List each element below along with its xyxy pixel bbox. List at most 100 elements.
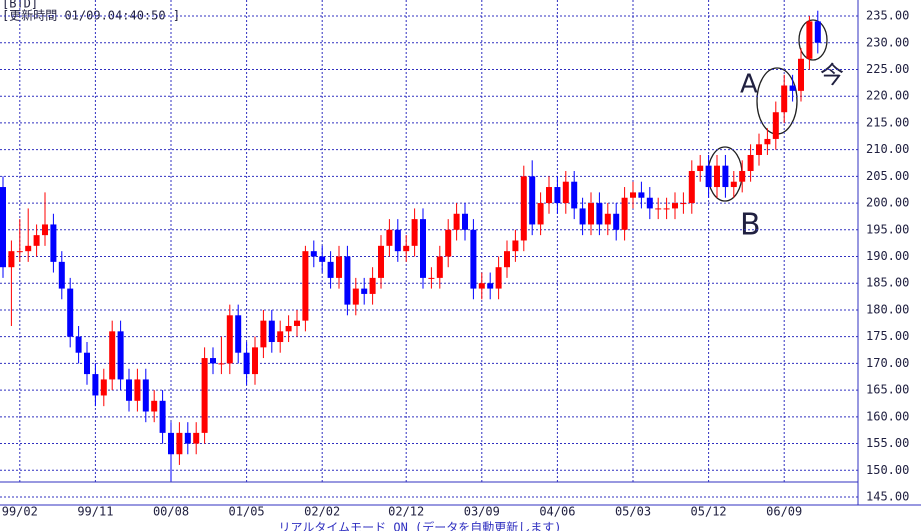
y-tick-label: 180.00 xyxy=(866,302,909,316)
candle-body xyxy=(714,165,720,188)
x-tick-label: 04/06 xyxy=(539,505,575,519)
candle-body xyxy=(781,85,788,113)
y-tick-label: 200.00 xyxy=(866,196,909,210)
candle-body xyxy=(75,336,82,353)
candle-body xyxy=(487,283,494,289)
y-tick-label: 220.00 xyxy=(866,89,909,103)
candle-body xyxy=(562,181,569,204)
y-tick-label: 150.00 xyxy=(866,463,909,477)
candle-body xyxy=(33,235,40,246)
candle-body xyxy=(798,58,804,91)
candle-body xyxy=(294,320,300,326)
x-tick-label: 05/03 xyxy=(615,505,651,519)
y-tick-label: 225.00 xyxy=(866,62,909,76)
candle-body xyxy=(411,219,418,246)
candle-body xyxy=(142,379,149,412)
y-tick-label: 175.00 xyxy=(866,329,909,343)
candle-body xyxy=(453,213,460,230)
candle-body xyxy=(176,432,183,455)
y-tick-label: 230.00 xyxy=(866,35,909,49)
candle-body xyxy=(697,165,704,172)
candle-body xyxy=(92,374,99,396)
candle-body xyxy=(168,432,174,455)
candle-body xyxy=(554,187,561,204)
candle-body xyxy=(512,240,519,252)
candle-body xyxy=(100,379,107,396)
candle-body xyxy=(420,219,426,278)
candle-body xyxy=(613,213,620,230)
x-tick-label: 02/02 xyxy=(304,505,340,519)
candle-body xyxy=(252,347,258,375)
y-tick-label: 210.00 xyxy=(866,142,909,156)
candle-body xyxy=(16,251,23,253)
candle-body xyxy=(8,251,15,268)
candle-body xyxy=(369,277,376,294)
y-tick-label: 165.00 xyxy=(866,383,909,397)
candle-body xyxy=(546,187,552,204)
candle-body xyxy=(588,203,594,225)
candle-body xyxy=(655,208,662,210)
candle-body xyxy=(84,352,90,375)
candle-body xyxy=(428,277,435,279)
candle-body xyxy=(117,331,124,380)
annotation: A xyxy=(740,70,758,100)
candle-body xyxy=(260,320,267,348)
y-tick-label: 155.00 xyxy=(866,436,909,450)
candle-body xyxy=(814,21,821,43)
candle-body xyxy=(151,400,158,412)
y-tick-label: 195.00 xyxy=(866,222,909,236)
y-tick-label: 160.00 xyxy=(866,409,909,423)
candle-body xyxy=(688,171,695,204)
candle-body xyxy=(756,144,762,155)
candle-body xyxy=(50,224,57,262)
y-tick-label: 190.00 xyxy=(866,249,909,263)
x-tick-label: 05/12 xyxy=(691,505,727,519)
candle-body xyxy=(722,165,729,188)
x-tick-label: 99/11 xyxy=(77,505,113,519)
candle-body xyxy=(243,352,250,375)
candle-body xyxy=(630,192,636,198)
y-tick-label: 235.00 xyxy=(866,9,909,23)
candle-body xyxy=(764,138,771,145)
footer: リアルタイムモード ON (データを自動更新します) xyxy=(279,520,562,531)
candle-body xyxy=(462,213,468,230)
candle-body xyxy=(226,315,233,364)
candle-body xyxy=(336,256,342,278)
candle-body xyxy=(672,203,678,209)
candle-body xyxy=(520,176,527,241)
x-tick-label: 01/05 xyxy=(229,505,265,519)
candle-body xyxy=(268,320,275,343)
x-tick-label: 99/02 xyxy=(2,505,38,519)
candle-body xyxy=(352,288,359,305)
x-tick-label: 03/09 xyxy=(464,505,500,519)
candle-body xyxy=(478,283,485,289)
candle-body xyxy=(789,85,796,91)
candle-body xyxy=(25,245,32,252)
candle-body xyxy=(747,154,754,172)
candle-body xyxy=(134,379,141,401)
y-tick-label: 145.00 xyxy=(866,490,909,504)
candle-body xyxy=(470,229,477,289)
candle-body xyxy=(235,315,242,353)
candle-body xyxy=(529,176,536,225)
candle-body xyxy=(646,197,653,209)
candle-body xyxy=(663,208,670,210)
candle-body xyxy=(344,256,351,305)
candle-body xyxy=(159,400,166,433)
y-tick-label: 170.00 xyxy=(866,356,909,370)
candle-body xyxy=(730,181,737,188)
candle-body xyxy=(705,165,712,188)
candle-body xyxy=(42,224,48,236)
candle-body xyxy=(806,21,813,59)
candle-body xyxy=(210,358,216,364)
candle-body xyxy=(772,112,779,139)
candle-body xyxy=(495,267,502,289)
candle-body xyxy=(378,245,384,278)
candle-body xyxy=(403,245,410,252)
candle-body xyxy=(571,181,578,209)
candle-body xyxy=(596,203,603,225)
candle-body xyxy=(67,288,74,337)
annotation: B xyxy=(740,208,761,243)
candle-body xyxy=(504,251,510,268)
